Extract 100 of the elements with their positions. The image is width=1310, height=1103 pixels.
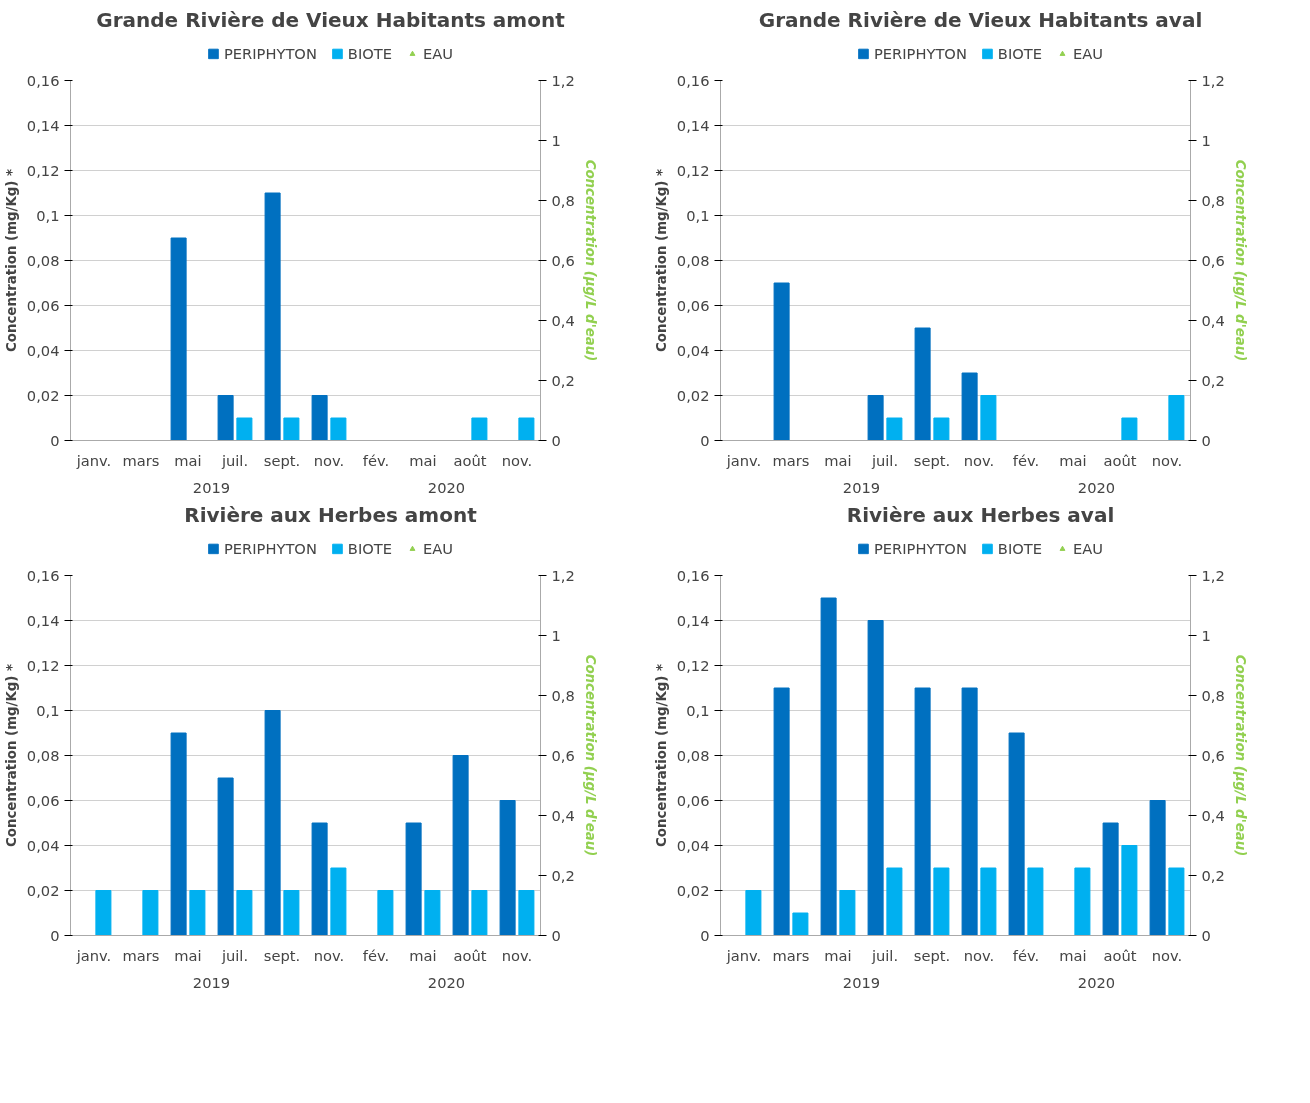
y2-axis-title: Concentration (µg/L d'eau) — [582, 654, 598, 857]
y-tick-label: 0,08 — [26, 746, 60, 764]
y-tick-label: 0,14 — [26, 611, 60, 629]
y-tick-label: 0,16 — [26, 566, 60, 584]
legend-label: PERIPHYTON — [873, 539, 967, 557]
x-tick-label: nov. — [501, 946, 533, 964]
y2-tick-label: 0,2 — [551, 866, 575, 884]
legend-label: BIOTE — [347, 44, 392, 62]
x-tick-label: sept. — [913, 946, 951, 964]
text: 2020 — [1077, 478, 1116, 496]
x-tick-label: sept. — [263, 946, 301, 964]
y2-tick-label: 1 — [551, 626, 561, 644]
legend-label: BIOTE — [347, 539, 392, 557]
y-axis-title: Concentration (mg/Kg) * — [3, 168, 19, 352]
y-tick-label: 0,02 — [26, 386, 60, 404]
y-tick-label: 0,08 — [26, 251, 60, 269]
y-tick-label: 0,12 — [26, 656, 60, 674]
x-tick-label: sept. — [263, 451, 301, 469]
y-tick-label: 0,16 — [676, 71, 710, 89]
x-tick-label: janv. — [725, 451, 762, 469]
y2-tick-label: 0,6 — [551, 251, 575, 269]
y2-tick-label: 1,2 — [1201, 71, 1225, 89]
y2-tick-label: 0,2 — [1201, 371, 1225, 389]
y2-tick-label: 0,2 — [1201, 866, 1225, 884]
y-tick-label: 0,04 — [26, 836, 60, 854]
y2-tick-label: 1 — [551, 131, 561, 149]
legend-label: EAU — [423, 44, 454, 62]
y2-tick-label: 1 — [1201, 131, 1211, 149]
y2-tick-label: 0,4 — [1201, 311, 1225, 329]
text: 2019 — [192, 478, 231, 496]
chart-title: Grande Rivière de Vieux Habitants amont — [96, 7, 566, 32]
y-tick-label: 0,02 — [26, 881, 60, 899]
y-tick-label: 0,04 — [676, 341, 710, 359]
x-tick-label: mai — [174, 451, 202, 469]
chart-title: Grande Rivière de Vieux Habitants aval — [758, 7, 1203, 32]
x-tick-label: mars — [772, 946, 810, 964]
x-tick-label: mai — [824, 451, 852, 469]
x-tick-label: nov. — [313, 451, 345, 469]
y-tick-label: 0,02 — [676, 386, 710, 404]
y2-tick-label: 0,2 — [551, 371, 575, 389]
y-tick-label: 0,08 — [676, 746, 710, 764]
text: 2019 — [842, 973, 881, 991]
x-tick-label: mars — [122, 451, 160, 469]
y2-tick-label: 0,8 — [1201, 191, 1225, 209]
x-tick-label: nov. — [963, 451, 995, 469]
y-tick-label: 0,1 — [686, 206, 710, 224]
y-tick-label: 0 — [700, 926, 710, 944]
x-tick-label: janv. — [725, 946, 762, 964]
x-tick-label: mai — [409, 451, 437, 469]
y2-tick-label: 0 — [551, 431, 561, 449]
y-tick-label: 0,06 — [26, 296, 60, 314]
x-tick-label: mai — [824, 946, 852, 964]
y-tick-label: 0 — [50, 926, 60, 944]
y2-tick-label: 0,8 — [551, 686, 575, 704]
y2-tick-label: 0 — [551, 926, 561, 944]
y-tick-label: 0,16 — [676, 566, 710, 584]
y-tick-label: 0,12 — [26, 161, 60, 179]
legend-label: PERIPHYTON — [223, 44, 317, 62]
y-tick-label: 0,16 — [26, 71, 60, 89]
legend-label: BIOTE — [997, 539, 1042, 557]
x-tick-label: nov. — [313, 946, 345, 964]
y2-tick-label: 0 — [1201, 431, 1211, 449]
y2-axis-title: Concentration (µg/L d'eau) — [582, 159, 598, 362]
x-tick-label: juil. — [870, 451, 899, 469]
x-tick-label: fév. — [1012, 946, 1040, 964]
x-tick-label: sept. — [913, 451, 951, 469]
y-tick-label: 0 — [50, 431, 60, 449]
y-tick-label: 0,12 — [676, 161, 710, 179]
x-tick-label: juil. — [870, 946, 899, 964]
y-axis-title: Concentration (mg/Kg) * — [653, 168, 669, 352]
y2-tick-label: 0 — [1201, 926, 1211, 944]
x-tick-label: mars — [772, 451, 810, 469]
y2-tick-label: 0,4 — [551, 806, 575, 824]
x-tick-label: mai — [174, 946, 202, 964]
y2-tick-label: 0,4 — [551, 311, 575, 329]
legend-label: PERIPHYTON — [873, 44, 967, 62]
legend-label: EAU — [423, 539, 454, 557]
y2-tick-label: 1 — [1201, 626, 1211, 644]
chart-title: Rivière aux Herbes amont — [184, 502, 478, 527]
y-tick-label: 0,08 — [676, 251, 710, 269]
x-tick-label: juil. — [220, 451, 249, 469]
y-tick-label: 0,06 — [676, 791, 710, 809]
y-tick-label: 0,14 — [26, 116, 60, 134]
y-tick-label: 0,14 — [676, 611, 710, 629]
x-tick-label: fév. — [362, 946, 390, 964]
y-tick-label: 0,06 — [676, 296, 710, 314]
y2-tick-label: 0,6 — [551, 746, 575, 764]
y2-tick-label: 0,6 — [1201, 746, 1225, 764]
y-tick-label: 0,04 — [26, 341, 60, 359]
text: 2019 — [842, 478, 881, 496]
y2-tick-label: 0,4 — [1201, 806, 1225, 824]
x-tick-label: août — [1103, 946, 1137, 964]
x-tick-label: janv. — [75, 451, 112, 469]
y-tick-label: 0,04 — [676, 836, 710, 854]
text: 2020 — [427, 478, 466, 496]
x-tick-label: août — [1103, 451, 1137, 469]
y2-tick-label: 1,2 — [551, 71, 575, 89]
y2-axis-title: Concentration (µg/L d'eau) — [1232, 159, 1248, 362]
y2-tick-label: 0,6 — [1201, 251, 1225, 269]
y-axis-title: Concentration (mg/Kg) * — [3, 663, 19, 847]
